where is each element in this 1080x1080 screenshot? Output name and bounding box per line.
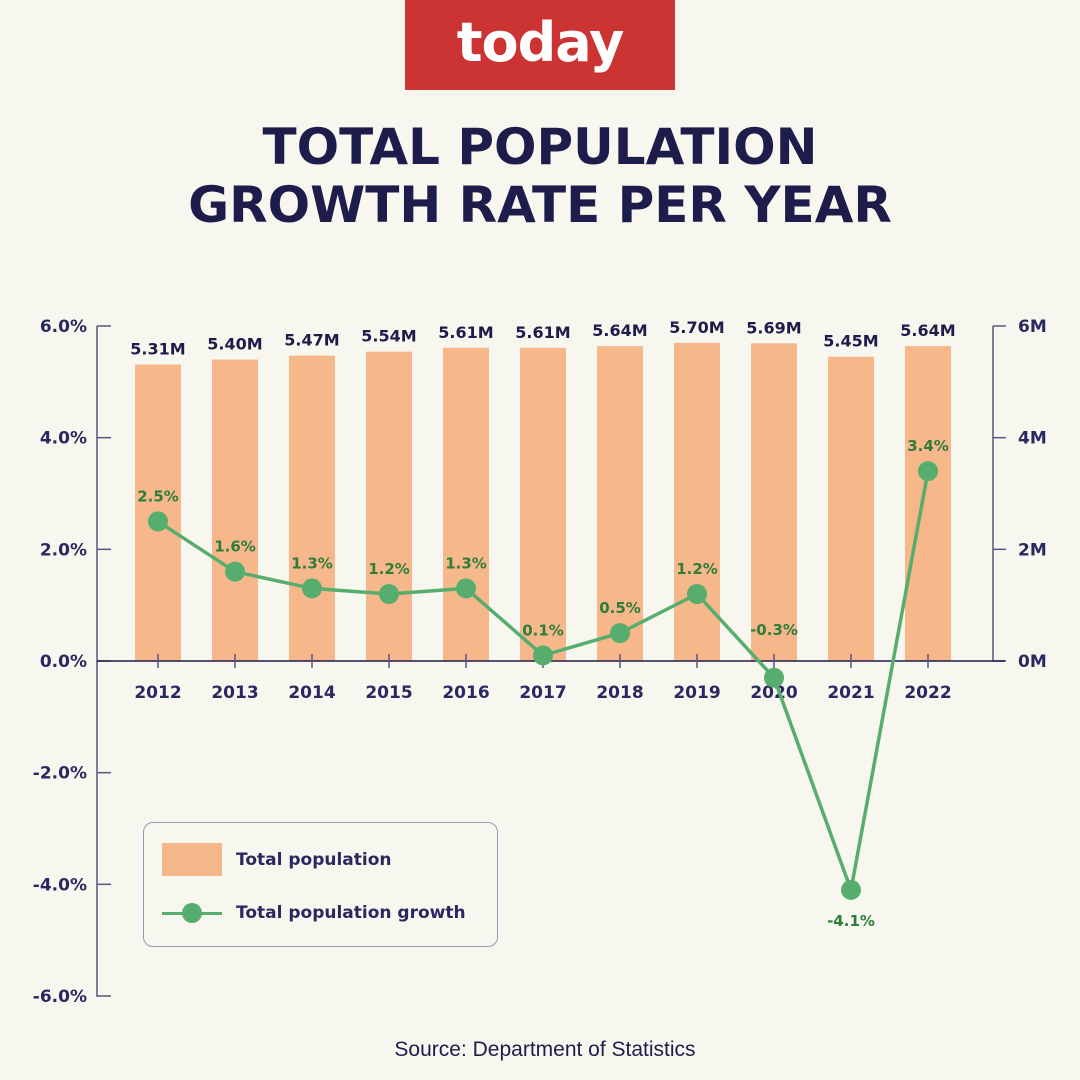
left-axis-tick-label: 6.0% xyxy=(40,317,87,337)
bar-value-label: 5.64M xyxy=(592,321,647,340)
bar xyxy=(212,359,258,661)
legend-line-swatch xyxy=(162,903,222,923)
growth-value-label: 0.1% xyxy=(522,621,564,639)
growth-point xyxy=(148,511,168,532)
logo-text: today xyxy=(456,10,625,74)
right-axis-tick-label: 4M xyxy=(1018,429,1047,449)
bar-value-label: 5.61M xyxy=(438,323,493,342)
bar xyxy=(751,343,797,661)
bar-value-label: 5.45M xyxy=(823,332,878,351)
growth-value-label: -0.3% xyxy=(750,621,798,639)
growth-point xyxy=(456,578,476,599)
growth-point xyxy=(841,879,861,900)
title-line-1: TOTAL POPULATION xyxy=(262,118,818,176)
x-axis-tick-label: 2018 xyxy=(596,683,643,703)
bar-value-label: 5.69M xyxy=(746,318,801,337)
bar xyxy=(674,342,720,661)
right-axis-tick-label: 0M xyxy=(1018,652,1047,672)
bar xyxy=(366,351,412,661)
x-axis-tick-label: 2017 xyxy=(519,683,566,703)
legend-item-growth: Total population growth xyxy=(162,903,466,923)
growth-value-label: -4.1% xyxy=(827,912,875,930)
growth-point xyxy=(610,623,630,644)
x-axis-tick-label: 2012 xyxy=(134,683,181,703)
bar xyxy=(597,346,643,661)
left-axis-tick-label: 4.0% xyxy=(40,429,87,449)
growth-point xyxy=(764,667,784,688)
bar-value-label: 5.40M xyxy=(207,335,262,354)
bar xyxy=(828,356,874,661)
growth-value-label: 0.5% xyxy=(599,599,641,617)
x-axis-tick-label: 2013 xyxy=(211,683,258,703)
growth-value-label: 1.6% xyxy=(214,538,256,556)
bar xyxy=(289,355,335,661)
growth-value-label: 1.3% xyxy=(445,554,487,572)
growth-point xyxy=(302,578,322,599)
growth-value-label: 1.2% xyxy=(676,560,718,578)
bar-value-label: 5.47M xyxy=(284,331,339,350)
bar-value-label: 5.54M xyxy=(361,327,416,346)
x-axis-tick-label: 2015 xyxy=(365,683,412,703)
x-axis-tick-label: 2014 xyxy=(288,683,335,703)
growth-value-label: 2.5% xyxy=(137,487,179,505)
left-axis-tick-label: 2.0% xyxy=(40,540,87,560)
growth-point xyxy=(687,584,707,604)
source-note: Source: Department of Statistics xyxy=(394,1038,696,1061)
bar-value-label: 5.31M xyxy=(130,340,185,359)
bar xyxy=(520,347,566,661)
x-axis-tick-label: 2016 xyxy=(442,683,489,703)
bar-value-label: 5.64M xyxy=(900,321,955,340)
left-axis-tick-label: 0.0% xyxy=(40,652,87,672)
growth-value-label: 1.3% xyxy=(291,554,333,572)
growth-value-label: 3.4% xyxy=(907,437,949,455)
x-axis-tick-label: 2021 xyxy=(827,683,874,703)
bar xyxy=(905,346,951,661)
bar xyxy=(443,347,489,661)
x-axis-tick-label: 2019 xyxy=(673,683,720,703)
legend: Total population Total population growth xyxy=(143,822,498,947)
bar-value-label: 5.70M xyxy=(669,318,724,337)
right-axis-tick-label: 6M xyxy=(1018,317,1047,337)
right-axis-tick-label: 2M xyxy=(1018,540,1047,560)
bar-value-label: 5.61M xyxy=(515,323,570,342)
logo: today xyxy=(405,0,675,90)
left-axis-tick-label: -2.0% xyxy=(33,764,87,784)
growth-value-label: 1.2% xyxy=(368,560,410,578)
legend-label: Total population growth xyxy=(236,903,466,923)
chart-title: TOTAL POPULATION GROWTH RATE PER YEAR xyxy=(0,118,1080,234)
x-axis-tick-label: 2020 xyxy=(750,683,797,703)
legend-bar-swatch xyxy=(162,843,222,876)
growth-point xyxy=(533,645,553,666)
left-axis-tick-label: -6.0% xyxy=(33,987,87,1007)
title-line-2: GROWTH RATE PER YEAR xyxy=(188,176,892,234)
left-axis-tick-label: -4.0% xyxy=(33,875,87,895)
x-axis-tick-label: 2022 xyxy=(904,683,951,703)
legend-item-population: Total population xyxy=(162,843,392,876)
growth-point xyxy=(225,561,245,582)
growth-point xyxy=(379,584,399,604)
legend-label: Total population xyxy=(236,849,392,870)
growth-point xyxy=(918,461,938,482)
